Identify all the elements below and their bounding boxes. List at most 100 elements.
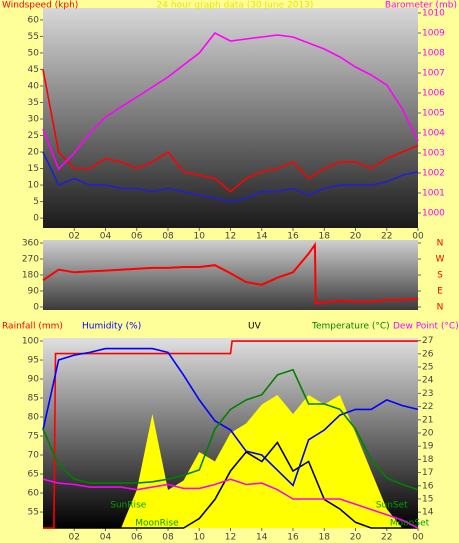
- annotation: SunRise: [110, 501, 147, 511]
- x-tick-label: 12: [225, 533, 236, 543]
- x-tick-label: 04: [100, 232, 112, 242]
- x-tick-label: 16: [287, 232, 299, 242]
- y2-tick-label: 1003: [422, 149, 445, 159]
- y2-tick-label: N: [437, 302, 444, 312]
- y-tick-label: 0: [33, 302, 39, 312]
- y-tick-label: 100: [22, 337, 39, 347]
- y2-tick-label: 19: [422, 442, 434, 452]
- y2-tick-label: 1010: [422, 9, 445, 19]
- x-tick-label: 22: [381, 232, 392, 242]
- annotation: MoonSet: [390, 519, 430, 529]
- plot-background: [43, 240, 418, 310]
- x-tick-label: 02: [69, 232, 80, 242]
- x-tick-label: 20: [350, 533, 362, 543]
- y2-tick-label: 27: [422, 336, 433, 346]
- line: [42, 241, 419, 305]
- y2-tick-label: S: [437, 271, 443, 281]
- line: [43, 441, 418, 529]
- axis-label: UV: [248, 322, 262, 332]
- x-tick-label: 08: [162, 232, 174, 242]
- y2-tick-label: E: [437, 286, 443, 296]
- y-tick-label: 70: [28, 451, 40, 461]
- y2-tick-label: 1001: [422, 189, 445, 199]
- x-tick-label: 10: [194, 533, 206, 543]
- x-tick-label: 22: [381, 533, 392, 543]
- x-tick-label: 08: [162, 533, 174, 543]
- y-tick-label: 40: [28, 81, 40, 91]
- y2-tick-label: 22: [422, 402, 433, 412]
- y2-axis-label: Barometer (mb): [385, 1, 457, 11]
- axis-label: Rainfall (mm): [2, 322, 63, 332]
- y-tick-label: 80: [28, 413, 40, 423]
- y-tick-label: 0: [33, 214, 39, 224]
- y-tick-label: 5: [33, 197, 39, 207]
- y2-tick-label: 1007: [422, 69, 445, 79]
- x-tick-label: 18: [319, 533, 331, 543]
- line: [42, 347, 419, 487]
- axis-label: Humidity (%): [82, 322, 141, 332]
- x-tick-label: 06: [131, 232, 143, 242]
- x-tick-label: 18: [319, 232, 331, 242]
- y2-tick-label: 20: [422, 429, 434, 439]
- y-tick-label: 10: [28, 181, 40, 191]
- y2-tick-label: 17: [422, 468, 433, 478]
- y2-tick-label: 14: [422, 508, 434, 518]
- annotation: MoonRise: [135, 519, 179, 529]
- line: [42, 151, 419, 203]
- y-tick-label: 45: [28, 65, 39, 75]
- y-tick-label: 270: [22, 255, 39, 265]
- x-tick-label: 16: [287, 533, 299, 543]
- y2-tick-label: 1005: [422, 109, 445, 119]
- y-tick-label: 55: [28, 508, 39, 518]
- y2-tick-label: 1004: [422, 129, 445, 139]
- y2-tick-label: N: [437, 239, 444, 249]
- y2-tick-label: 1006: [422, 89, 445, 99]
- x-tick-label: 06: [131, 533, 143, 543]
- y-tick-label: 35: [28, 98, 39, 108]
- y-tick-label: 95: [28, 356, 39, 366]
- y2-tick-label: 25: [422, 363, 433, 373]
- line: [43, 340, 418, 529]
- y2-tick-label: 15: [422, 494, 433, 504]
- line: [42, 478, 419, 529]
- y2-tick-label: W: [436, 255, 445, 265]
- y-axis-label: Windspeed (kph): [2, 1, 78, 11]
- y-tick-label: 30: [28, 114, 40, 124]
- axis-label: Temperature (°C): [311, 322, 390, 332]
- y-tick-label: 90: [28, 286, 40, 296]
- line: [42, 69, 419, 193]
- y-tick-label: 65: [28, 470, 39, 480]
- line: [42, 368, 419, 491]
- y-tick-label: 60: [28, 489, 40, 499]
- x-tick-label: 10: [194, 232, 206, 242]
- y-tick-label: 25: [28, 131, 39, 141]
- x-tick-label: 02: [69, 533, 80, 543]
- area: [43, 395, 418, 528]
- y2-tick-label: 1002: [422, 169, 445, 179]
- y-tick-label: 20: [28, 148, 40, 158]
- chart-title: 24 hour graph data (30 June 2013): [157, 1, 314, 11]
- x-tick-label: 20: [350, 232, 362, 242]
- y-tick-label: 85: [28, 394, 39, 404]
- x-tick-label: 04: [100, 533, 112, 543]
- y-tick-label: 15: [28, 164, 39, 174]
- y-tick-label: 60: [28, 15, 40, 25]
- x-tick-label: 00: [412, 533, 424, 543]
- y2-tick-label: 26: [422, 349, 434, 359]
- y2-tick-label: 1000: [422, 209, 445, 219]
- x-tick-label: 14: [256, 232, 268, 242]
- y2-tick-label: 16: [422, 481, 434, 491]
- y2-tick-label: 24: [422, 376, 434, 386]
- y-tick-label: 90: [28, 375, 40, 385]
- line: [42, 31, 419, 171]
- y2-tick-label: 1009: [422, 29, 445, 39]
- y2-tick-label: 18: [422, 455, 434, 465]
- y-tick-label: 75: [28, 432, 39, 442]
- y-tick-label: 55: [28, 32, 39, 42]
- y-tick-label: 180: [22, 271, 39, 281]
- annotation: SunSet: [376, 501, 408, 511]
- y2-tick-label: 23: [422, 389, 433, 399]
- x-tick-label: 12: [225, 232, 236, 242]
- x-tick-label: 14: [256, 533, 268, 543]
